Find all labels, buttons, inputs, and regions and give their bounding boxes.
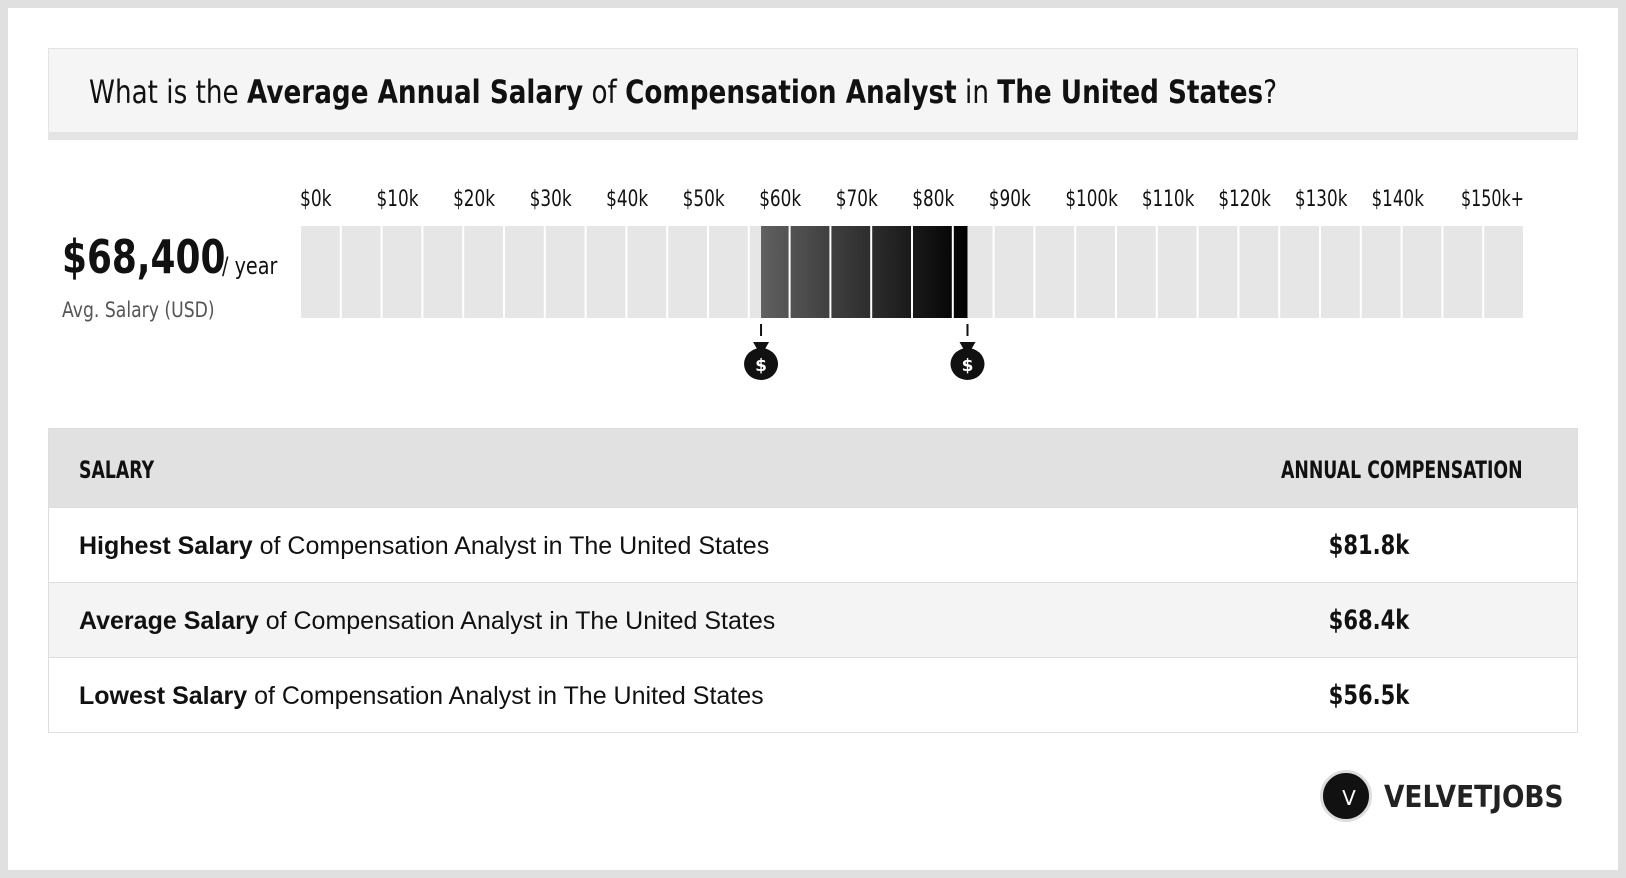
segment-divider <box>788 226 791 318</box>
page-title: What is the Average Annual Salary of Com… <box>89 73 1277 111</box>
segment <box>1157 226 1197 318</box>
segment <box>1402 226 1442 318</box>
segment <box>1076 226 1115 318</box>
segment <box>709 226 748 318</box>
title-text: ? <box>1263 73 1278 111</box>
row-label: Lowest Salary of Compensation Analyst in… <box>79 682 764 711</box>
segment-divider <box>911 226 913 318</box>
segment <box>668 226 707 318</box>
row-label: Average Salary of Compensation Analyst i… <box>79 607 775 636</box>
segment <box>301 226 340 318</box>
tick-label: $90k <box>989 187 1031 212</box>
segment <box>1443 226 1483 318</box>
segment <box>341 226 381 318</box>
row-label-bold: Average Salary <box>79 607 259 635</box>
title-box: What is the Average Annual Salary of Com… <box>48 48 1578 140</box>
highlight-range <box>761 226 968 318</box>
logo-text: VELVETJOBS <box>1384 780 1564 815</box>
tick-label: $100k <box>1065 187 1118 212</box>
logo-circle-icon: V <box>1320 770 1372 822</box>
row-value: $56.5k <box>1328 680 1410 711</box>
tick-labels: $0k $10k $20k $30k $40k $50k $60k $70k $80k $90k $… <box>300 187 1524 212</box>
title-bold-salary: Average Annual Salary <box>246 73 584 111</box>
segment <box>1117 226 1156 318</box>
segment-divider <box>951 226 954 318</box>
segment <box>627 226 667 318</box>
tick-label: $0k <box>300 187 332 212</box>
average-salary-caption: Avg. Salary (USD) <box>62 298 215 322</box>
segment <box>1035 226 1075 318</box>
tick-label: $60k <box>759 187 801 212</box>
tick-label: $80k <box>912 187 954 212</box>
title-text: of <box>583 73 626 111</box>
row-label-rest: of Compensation Analyst in The United St… <box>247 682 764 710</box>
table-row-average: Average Salary of Compensation Analyst i… <box>49 582 1577 657</box>
logo-letter: V <box>1342 786 1356 810</box>
row-value: $68.4k <box>1328 605 1410 636</box>
average-salary-block: $68,400 / year Avg. Salary (USD) <box>62 230 277 322</box>
row-label: Highest Salary of Compensation Analyst i… <box>79 532 769 561</box>
tick-label: $120k <box>1218 187 1271 212</box>
segment-divider <box>829 226 832 318</box>
segments <box>301 226 1523 318</box>
segment <box>464 226 503 318</box>
segment <box>382 226 422 318</box>
average-salary-value: $68,400 <box>62 230 226 284</box>
tick-label: $40k <box>606 187 648 212</box>
tick-label: $10k <box>377 187 419 212</box>
row-label-rest: of Compensation Analyst in The United St… <box>252 532 770 560</box>
segment <box>545 226 585 318</box>
header-annual-compensation: ANNUAL COMPENSATION <box>1281 456 1523 484</box>
header-salary: SALARY <box>79 456 155 484</box>
markers: $ $ <box>744 324 985 380</box>
table-row-lowest: Lowest Salary of Compensation Analyst in… <box>49 657 1577 732</box>
tick-label: $30k <box>530 187 572 212</box>
money-bag-icon: $ <box>744 324 779 380</box>
segment-divider <box>870 226 873 318</box>
salary-table: SALARY ANNUAL COMPENSATION Highest Salar… <box>48 428 1578 733</box>
segment <box>1239 226 1279 318</box>
segment <box>586 226 626 318</box>
svg-text:$: $ <box>962 356 974 376</box>
row-label-bold: Lowest Salary <box>79 682 248 710</box>
tick-label: $20k <box>453 187 495 212</box>
row-label-bold: Highest Salary <box>79 532 253 560</box>
title-bold-location: The United States <box>997 73 1264 111</box>
segment <box>1484 226 1523 318</box>
segment <box>1321 226 1360 318</box>
svg-text:$: $ <box>755 356 767 376</box>
segment <box>1361 226 1401 318</box>
title-text: in <box>956 73 998 111</box>
tick-label: $150k+ <box>1461 187 1524 212</box>
segment <box>1280 226 1319 318</box>
title-text: What is the <box>89 73 247 111</box>
segment <box>1198 226 1238 318</box>
segment <box>505 226 544 318</box>
table-row-highest: Highest Salary of Compensation Analyst i… <box>49 507 1577 582</box>
row-value: $81.8k <box>1328 530 1410 561</box>
tick-label: $110k <box>1142 187 1195 212</box>
segment <box>423 226 463 318</box>
row-label-rest: of Compensation Analyst in The United St… <box>258 607 776 635</box>
money-bag-icon: $ <box>950 324 985 380</box>
tick-label: $140k <box>1371 187 1424 212</box>
tick-label: $50k <box>683 187 725 212</box>
segment <box>994 226 1034 318</box>
table-header: SALARY ANNUAL COMPENSATION <box>49 429 1577 507</box>
salary-range-chart: $0k $10k $20k $30k $40k $50k $60k $70k $80k $90k $… <box>300 187 1524 380</box>
average-salary-unit: / year <box>222 252 278 280</box>
tick-label: $130k <box>1295 187 1348 212</box>
tick-label: $70k <box>836 187 878 212</box>
title-bold-job: Compensation Analyst <box>625 73 957 111</box>
